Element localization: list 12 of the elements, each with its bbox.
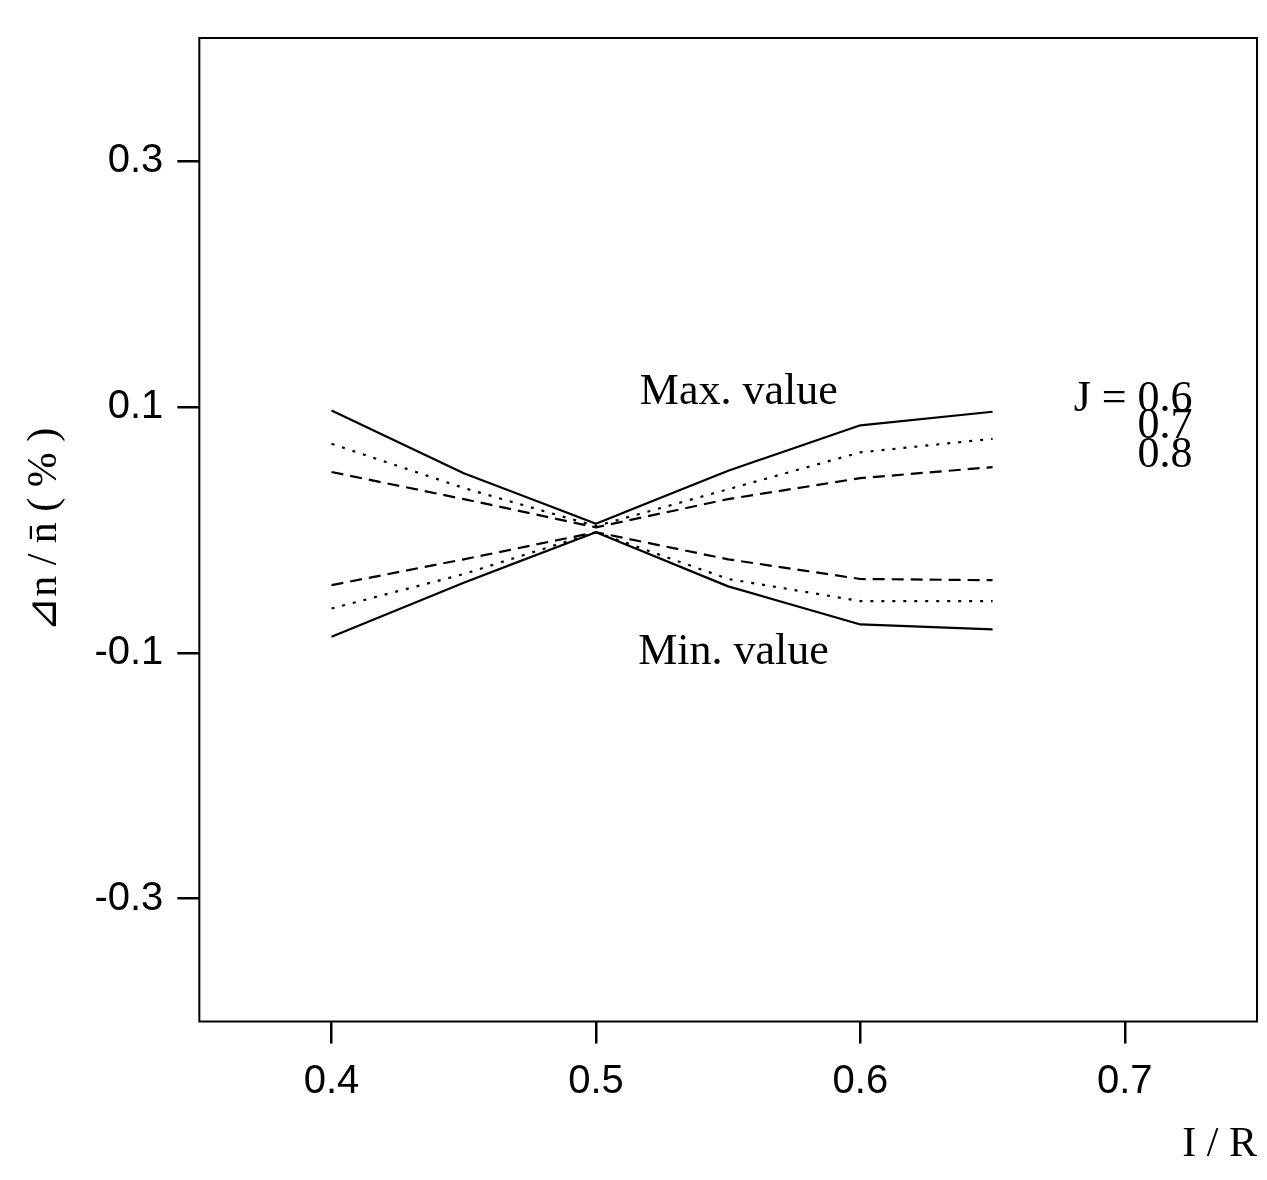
y-tick-label: 0.3 xyxy=(107,135,164,180)
y-tick-label: -0.1 xyxy=(94,627,164,672)
x-tick-label: 0.6 xyxy=(832,1056,889,1101)
annotation: Min. value xyxy=(638,625,829,675)
annotation: Max. value xyxy=(639,364,838,414)
x-tick-label: 0.5 xyxy=(568,1056,624,1101)
x-tick-label: 0.7 xyxy=(1096,1056,1153,1101)
x-axis-title: I / R xyxy=(1182,1118,1257,1165)
y-tick-label: 0.1 xyxy=(107,381,164,426)
y-tick-label: -0.3 xyxy=(94,873,164,918)
x-tick-label: 0.4 xyxy=(303,1056,360,1101)
y-axis-title: ⊿n / n̄ ( % ) xyxy=(19,427,67,632)
